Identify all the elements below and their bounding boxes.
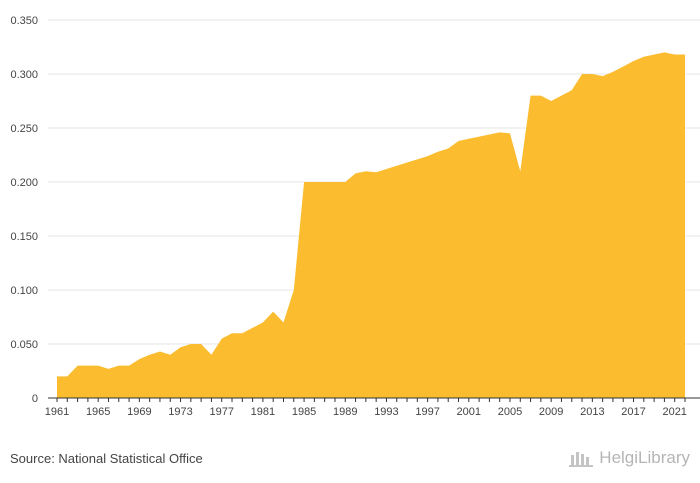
x-tick-label: 1985	[292, 406, 316, 418]
helgi-library-logo-icon	[569, 452, 594, 467]
y-tick-label: 0.250	[10, 123, 38, 135]
area-series	[57, 52, 685, 399]
x-tick-label: 1989	[333, 406, 357, 418]
y-axis-labels: 0 0.050 0.100 0.150 0.200 0.250 0.300 0.350	[10, 15, 38, 405]
x-tick-label: 2001	[457, 406, 481, 418]
area-chart: 0 0.050 0.100 0.150 0.200 0.250 0.300 0.350 196…	[10, 15, 700, 418]
x-axis	[48, 397, 700, 402]
x-tick-label: 2009	[539, 406, 563, 418]
x-tick-label: 2013	[580, 406, 604, 418]
y-tick-label: 0	[32, 393, 38, 405]
x-tick-label: 1981	[251, 406, 275, 418]
chart-footer: Source: National Statistical Office Helg…	[0, 440, 700, 483]
x-tick-label: 1997	[415, 406, 439, 418]
x-tick-label: 1993	[374, 406, 398, 418]
x-tick-label: 2017	[621, 406, 645, 418]
brand-name: HelgiLibrary	[599, 448, 690, 467]
x-tick-label: 1965	[86, 406, 110, 418]
x-tick-label: 1977	[209, 406, 233, 418]
x-axis-labels: 1961 1965 1969 1973 1977 1981 1985 1989 1993 1997…	[45, 406, 687, 418]
y-tick-label: 0.350	[10, 15, 38, 27]
y-tick-label: 0.050	[10, 339, 38, 351]
y-tick-label: 0.150	[10, 231, 38, 243]
y-tick-label: 0.200	[10, 177, 38, 189]
x-tick-label: 2021	[662, 406, 686, 418]
x-tick-label: 2005	[498, 406, 522, 418]
x-tick-label: 1973	[168, 406, 192, 418]
y-tick-label: 0.300	[10, 69, 38, 81]
x-tick-label: 1969	[127, 406, 151, 418]
data-area	[57, 52, 685, 399]
y-tick-label: 0.100	[10, 285, 38, 297]
x-tick-label: 1961	[45, 406, 69, 418]
brand-logo[interactable]: HelgiLibrary	[569, 448, 690, 468]
source-note: Source: National Statistical Office	[10, 451, 203, 466]
